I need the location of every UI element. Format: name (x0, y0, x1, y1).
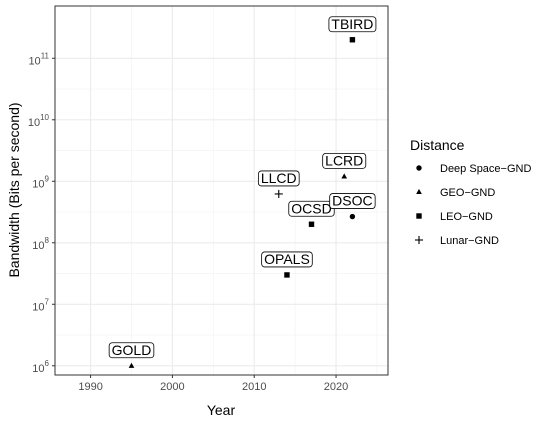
data-points (128, 37, 356, 368)
svg-text:GOLD: GOLD (112, 342, 152, 358)
svg-text:TBIRD: TBIRD (331, 16, 373, 32)
legend-key-triangle (416, 188, 422, 195)
label-gold: GOLD (108, 342, 155, 359)
point-opals (284, 272, 290, 278)
svg-text:DSOC: DSOC (332, 193, 372, 209)
x-tick-label: 1990 (78, 381, 102, 393)
legend-label: Lunar−GND (440, 235, 499, 247)
legend-key-square (416, 213, 422, 219)
legend-label: Deep Space−GND (440, 163, 531, 175)
legend-entries: Deep Space−GND GEO−GND LEO−GND Lunar−GND (414, 163, 531, 247)
point-llcd (274, 189, 283, 199)
y-tick-label: 106 (32, 359, 49, 375)
label-dsoc: DSOC (329, 193, 376, 209)
point-dsoc (349, 213, 356, 220)
y-tick-label: 1011 (28, 51, 49, 67)
x-tick-label: 2020 (324, 381, 348, 393)
point-ocsd (308, 221, 315, 227)
legend-entry: Deep Space−GND (416, 163, 531, 175)
x-axis-ticks: 1990 2000 2010 2020 (78, 375, 348, 393)
label-llcd: LLCD (257, 170, 300, 187)
svg-text:OCSD: OCSD (291, 200, 331, 216)
svg-text:OPALS: OPALS (264, 251, 310, 267)
svg-text:LLCD: LLCD (261, 170, 297, 186)
legend-title: Distance (410, 137, 465, 153)
label-tbird: TBIRD (328, 16, 377, 33)
x-axis-title: Year (207, 402, 236, 418)
legend-entry: Lunar−GND (414, 235, 499, 247)
y-axis-ticks: 106 107 108 109 1010 1011 (28, 51, 55, 375)
legend-key-circle (416, 165, 422, 171)
grid-minor (55, 6, 388, 375)
legend-key-plus (414, 235, 424, 245)
y-tick-label: 109 (32, 174, 49, 190)
point-lcrd (341, 173, 348, 179)
legend-entry: GEO−GND (416, 187, 495, 199)
panel-border (54, 5, 389, 376)
label-lcrd: LCRD (322, 152, 367, 169)
legend-label: GEO−GND (440, 187, 495, 199)
x-tick-label: 2010 (242, 381, 266, 393)
label-opals: OPALS (261, 251, 313, 268)
grid-major (55, 6, 388, 375)
point-gold (128, 362, 135, 368)
y-tick-label: 108 (32, 236, 49, 252)
legend-entry: LEO−GND (416, 211, 493, 223)
legend: Distance Deep Space−GND GEO−GND LEO−GND Lun… (410, 137, 531, 247)
y-tick-label: 1010 (28, 113, 50, 129)
legend-label: LEO−GND (440, 211, 493, 223)
point-labels: GOLD OPALS OCSD LLCD LCRD DSOC TBIRD (108, 16, 377, 359)
y-tick-label: 107 (32, 297, 49, 313)
x-tick-label: 2000 (160, 381, 184, 393)
svg-text:LCRD: LCRD (325, 152, 363, 168)
point-tbird (349, 37, 356, 43)
label-ocsd: OCSD (288, 200, 335, 217)
y-axis-title: Bandwidth (Bits per second) (6, 102, 22, 277)
